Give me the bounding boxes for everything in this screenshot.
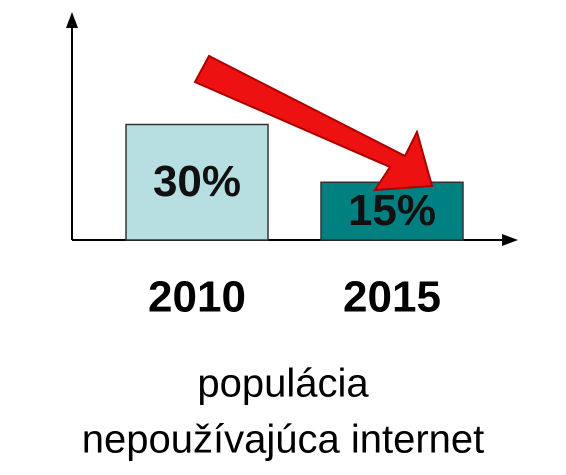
value-label: 15% — [348, 186, 436, 235]
caption-line: nepoužívajúca internet — [82, 418, 485, 462]
x-tick-label: 2015 — [343, 273, 441, 322]
x-tick-label: 2010 — [148, 273, 246, 322]
value-label: 30% — [153, 157, 241, 206]
caption-line: populácia — [197, 362, 369, 406]
bar — [125, 123, 269, 241]
bar — [320, 181, 464, 241]
trend-arrow — [193, 54, 434, 192]
y-axis-arrow — [66, 12, 78, 28]
bars: 30% 15% — [125, 123, 464, 241]
x-axis-arrow — [502, 234, 518, 246]
